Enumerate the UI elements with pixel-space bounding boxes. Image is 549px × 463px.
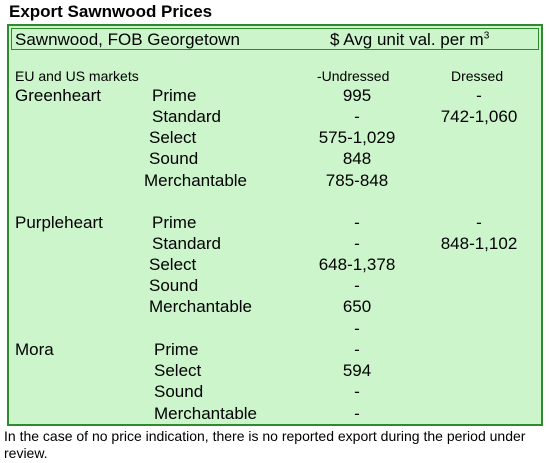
grade-label: Prime xyxy=(154,340,199,359)
undressed-value: 785-848 xyxy=(325,171,389,190)
dressed-header: Dressed xyxy=(451,68,504,84)
header-left: Sawnwood, FOB Georgetown xyxy=(15,30,240,49)
footnote: In the case of no price indication, ther… xyxy=(4,428,526,461)
header-right: $ Avg unit val. per m3 xyxy=(330,31,489,48)
undressed-value: 995 xyxy=(342,86,372,105)
undressed-value: - xyxy=(354,234,360,253)
grade-label: Merchantable xyxy=(144,171,248,190)
grade-label: Select xyxy=(149,128,197,147)
undressed-value: 848 xyxy=(342,149,372,168)
grade-label: Merchantable xyxy=(154,404,258,423)
grade-label: Prime xyxy=(152,213,197,232)
undressed-value: - xyxy=(354,276,360,295)
page-title: Export Sawnwood Prices xyxy=(9,2,213,21)
grade-label: Select xyxy=(149,255,197,274)
undressed-value: - xyxy=(354,319,360,338)
undressed-value: - xyxy=(354,213,360,232)
header-right-sup: 3 xyxy=(483,30,490,42)
markets-label: EU and US markets xyxy=(15,68,139,84)
dressed-value: - xyxy=(476,86,482,105)
undressed-value: - xyxy=(354,404,360,423)
species-purpleheart: Purpleheart xyxy=(15,213,103,232)
species-mora: Mora xyxy=(15,340,54,359)
undressed-value: 650 xyxy=(342,297,372,316)
undressed-value: - xyxy=(354,382,360,401)
header-right-text: $ Avg unit val. per m xyxy=(330,30,484,49)
grade-label: Prime xyxy=(152,86,197,105)
price-table: Sawnwood, FOB Georgetown $ Avg unit val.… xyxy=(7,24,543,426)
undressed-value: - xyxy=(354,340,360,359)
grade-label: Sound xyxy=(154,382,204,401)
undressed-header: -Undressed xyxy=(317,68,390,84)
grade-label: Sound xyxy=(149,276,199,295)
undressed-value: 648-1,378 xyxy=(318,255,396,274)
grade-label: Sound xyxy=(149,149,199,168)
undressed-value: 594 xyxy=(342,361,372,380)
grade-label: Standard xyxy=(152,234,221,253)
grade-label: Select xyxy=(154,361,202,380)
undressed-value: - xyxy=(354,107,360,126)
dressed-value: 848-1,102 xyxy=(440,234,518,253)
grade-label: Standard xyxy=(152,107,221,126)
table-header: Sawnwood, FOB Georgetown $ Avg unit val.… xyxy=(11,28,539,50)
undressed-value: 575-1,029 xyxy=(318,128,396,147)
species-greenheart: Greenheart xyxy=(15,86,101,105)
dressed-value: 742-1,060 xyxy=(440,107,518,126)
dressed-value: - xyxy=(476,213,482,232)
grade-label: Merchantable xyxy=(149,297,253,316)
